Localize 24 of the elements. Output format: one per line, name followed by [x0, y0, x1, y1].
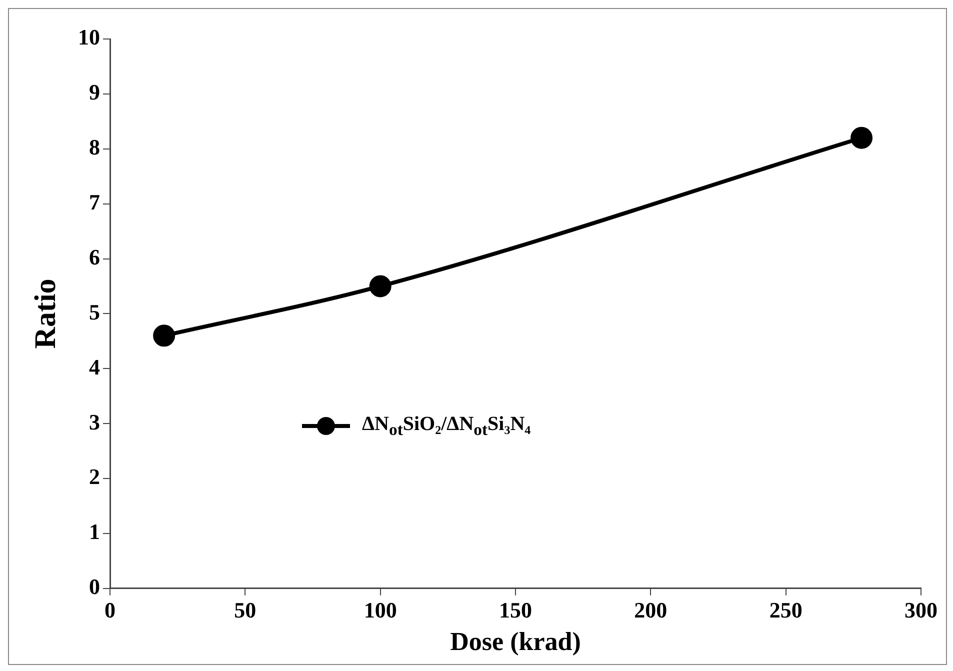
y-tick-label: 2 — [89, 464, 100, 490]
y-tick-label: 3 — [89, 409, 100, 434]
x-tick-label: 100 — [364, 597, 397, 622]
y-tick-label: 7 — [89, 190, 100, 215]
y-tick-label: 9 — [89, 80, 100, 105]
x-tick-label: 0 — [104, 597, 116, 622]
y-axis-title: Ratio — [28, 278, 62, 349]
y-tick-label: 4 — [89, 354, 100, 380]
point — [850, 126, 873, 149]
y-tick-label: 1 — [89, 519, 100, 544]
x-axis-title: Dose (krad) — [450, 627, 581, 656]
point — [369, 275, 392, 298]
x-tick-label: 150 — [499, 597, 532, 622]
legend-label: ΔN$_{ot}$SiO₂/ΔN$_{ot}$Si₃N₄ — [362, 412, 531, 440]
y-tick-label: 8 — [89, 134, 100, 160]
x-tick-label: 250 — [769, 597, 802, 622]
x-tick-label: 300 — [904, 597, 938, 622]
point — [153, 324, 176, 347]
x-tick-label: 50 — [234, 597, 256, 622]
y-tick-label: 0 — [89, 574, 100, 600]
y-tick-label: 6 — [89, 244, 100, 270]
y-tick-label: 5 — [89, 299, 100, 324]
y-tick-label: 10 — [78, 24, 100, 50]
x-tick-label: 200 — [634, 597, 668, 622]
